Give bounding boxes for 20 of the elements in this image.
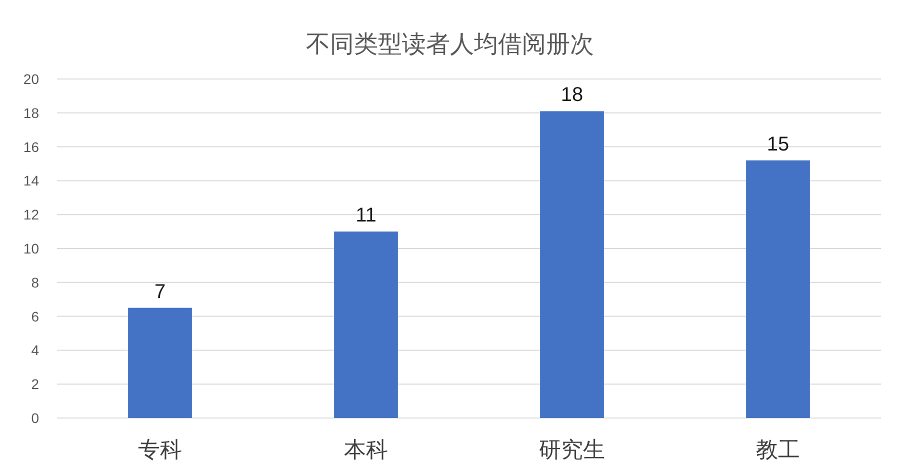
y-tick: 18 xyxy=(23,104,39,121)
y-tick: 0 xyxy=(31,410,39,426)
y-tick: 16 xyxy=(23,138,39,155)
title: 不同类型读者人均借阅册次 xyxy=(306,31,594,58)
x-tick: 专科 xyxy=(138,437,182,462)
x-tick: 本科 xyxy=(344,437,388,462)
y-tick: 10 xyxy=(23,240,39,256)
x-tick: 研究生 xyxy=(539,437,605,462)
data-label: 18 xyxy=(560,84,584,106)
y-tick: 2 xyxy=(31,376,39,392)
y-tick: 20 xyxy=(23,71,39,87)
y-tick: 12 xyxy=(23,206,39,223)
data-label: 15 xyxy=(766,133,790,156)
data-label: 7 xyxy=(154,280,166,303)
data-label: 11 xyxy=(356,204,376,227)
y-tick: 14 xyxy=(23,172,39,189)
y-tick: 4 xyxy=(31,342,39,358)
y-tick: 6 xyxy=(31,308,39,324)
y-tick: 8 xyxy=(31,274,39,290)
x-tick: 教工 xyxy=(756,437,800,462)
